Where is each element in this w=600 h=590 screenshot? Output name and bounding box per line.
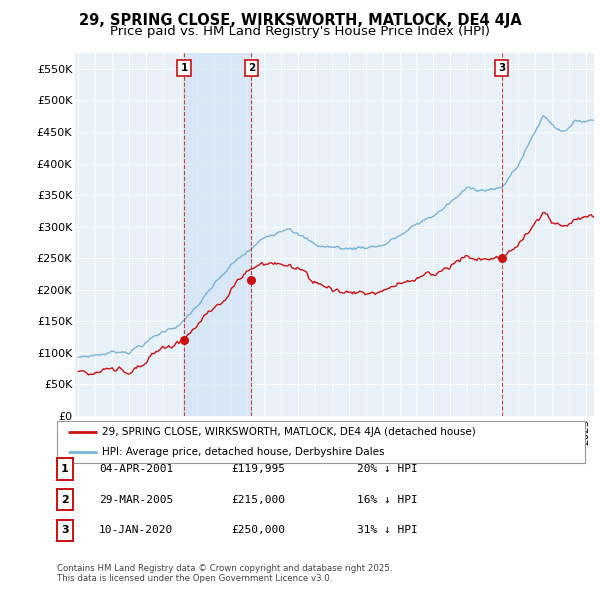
Text: 10-JAN-2020: 10-JAN-2020 bbox=[99, 526, 173, 535]
Text: Contains HM Land Registry data © Crown copyright and database right 2025.
This d: Contains HM Land Registry data © Crown c… bbox=[57, 563, 392, 583]
Text: 2: 2 bbox=[61, 495, 68, 504]
Text: 1: 1 bbox=[61, 464, 68, 474]
Text: 1: 1 bbox=[181, 63, 188, 73]
Text: 29, SPRING CLOSE, WIRKSWORTH, MATLOCK, DE4 4JA: 29, SPRING CLOSE, WIRKSWORTH, MATLOCK, D… bbox=[79, 13, 521, 28]
Text: 29-MAR-2005: 29-MAR-2005 bbox=[99, 495, 173, 504]
Text: HPI: Average price, detached house, Derbyshire Dales: HPI: Average price, detached house, Derb… bbox=[102, 447, 385, 457]
Text: 29, SPRING CLOSE, WIRKSWORTH, MATLOCK, DE4 4JA (detached house): 29, SPRING CLOSE, WIRKSWORTH, MATLOCK, D… bbox=[102, 427, 476, 437]
Text: 3: 3 bbox=[61, 526, 68, 535]
Text: Price paid vs. HM Land Registry's House Price Index (HPI): Price paid vs. HM Land Registry's House … bbox=[110, 25, 490, 38]
Text: 2: 2 bbox=[248, 63, 255, 73]
Text: 20% ↓ HPI: 20% ↓ HPI bbox=[357, 464, 418, 474]
Text: £215,000: £215,000 bbox=[231, 495, 285, 504]
Text: 04-APR-2001: 04-APR-2001 bbox=[99, 464, 173, 474]
Bar bbox=[184, 53, 251, 416]
Text: 31% ↓ HPI: 31% ↓ HPI bbox=[357, 526, 418, 535]
Text: £250,000: £250,000 bbox=[231, 526, 285, 535]
Text: 16% ↓ HPI: 16% ↓ HPI bbox=[357, 495, 418, 504]
Text: 3: 3 bbox=[498, 63, 505, 73]
Text: £119,995: £119,995 bbox=[231, 464, 285, 474]
